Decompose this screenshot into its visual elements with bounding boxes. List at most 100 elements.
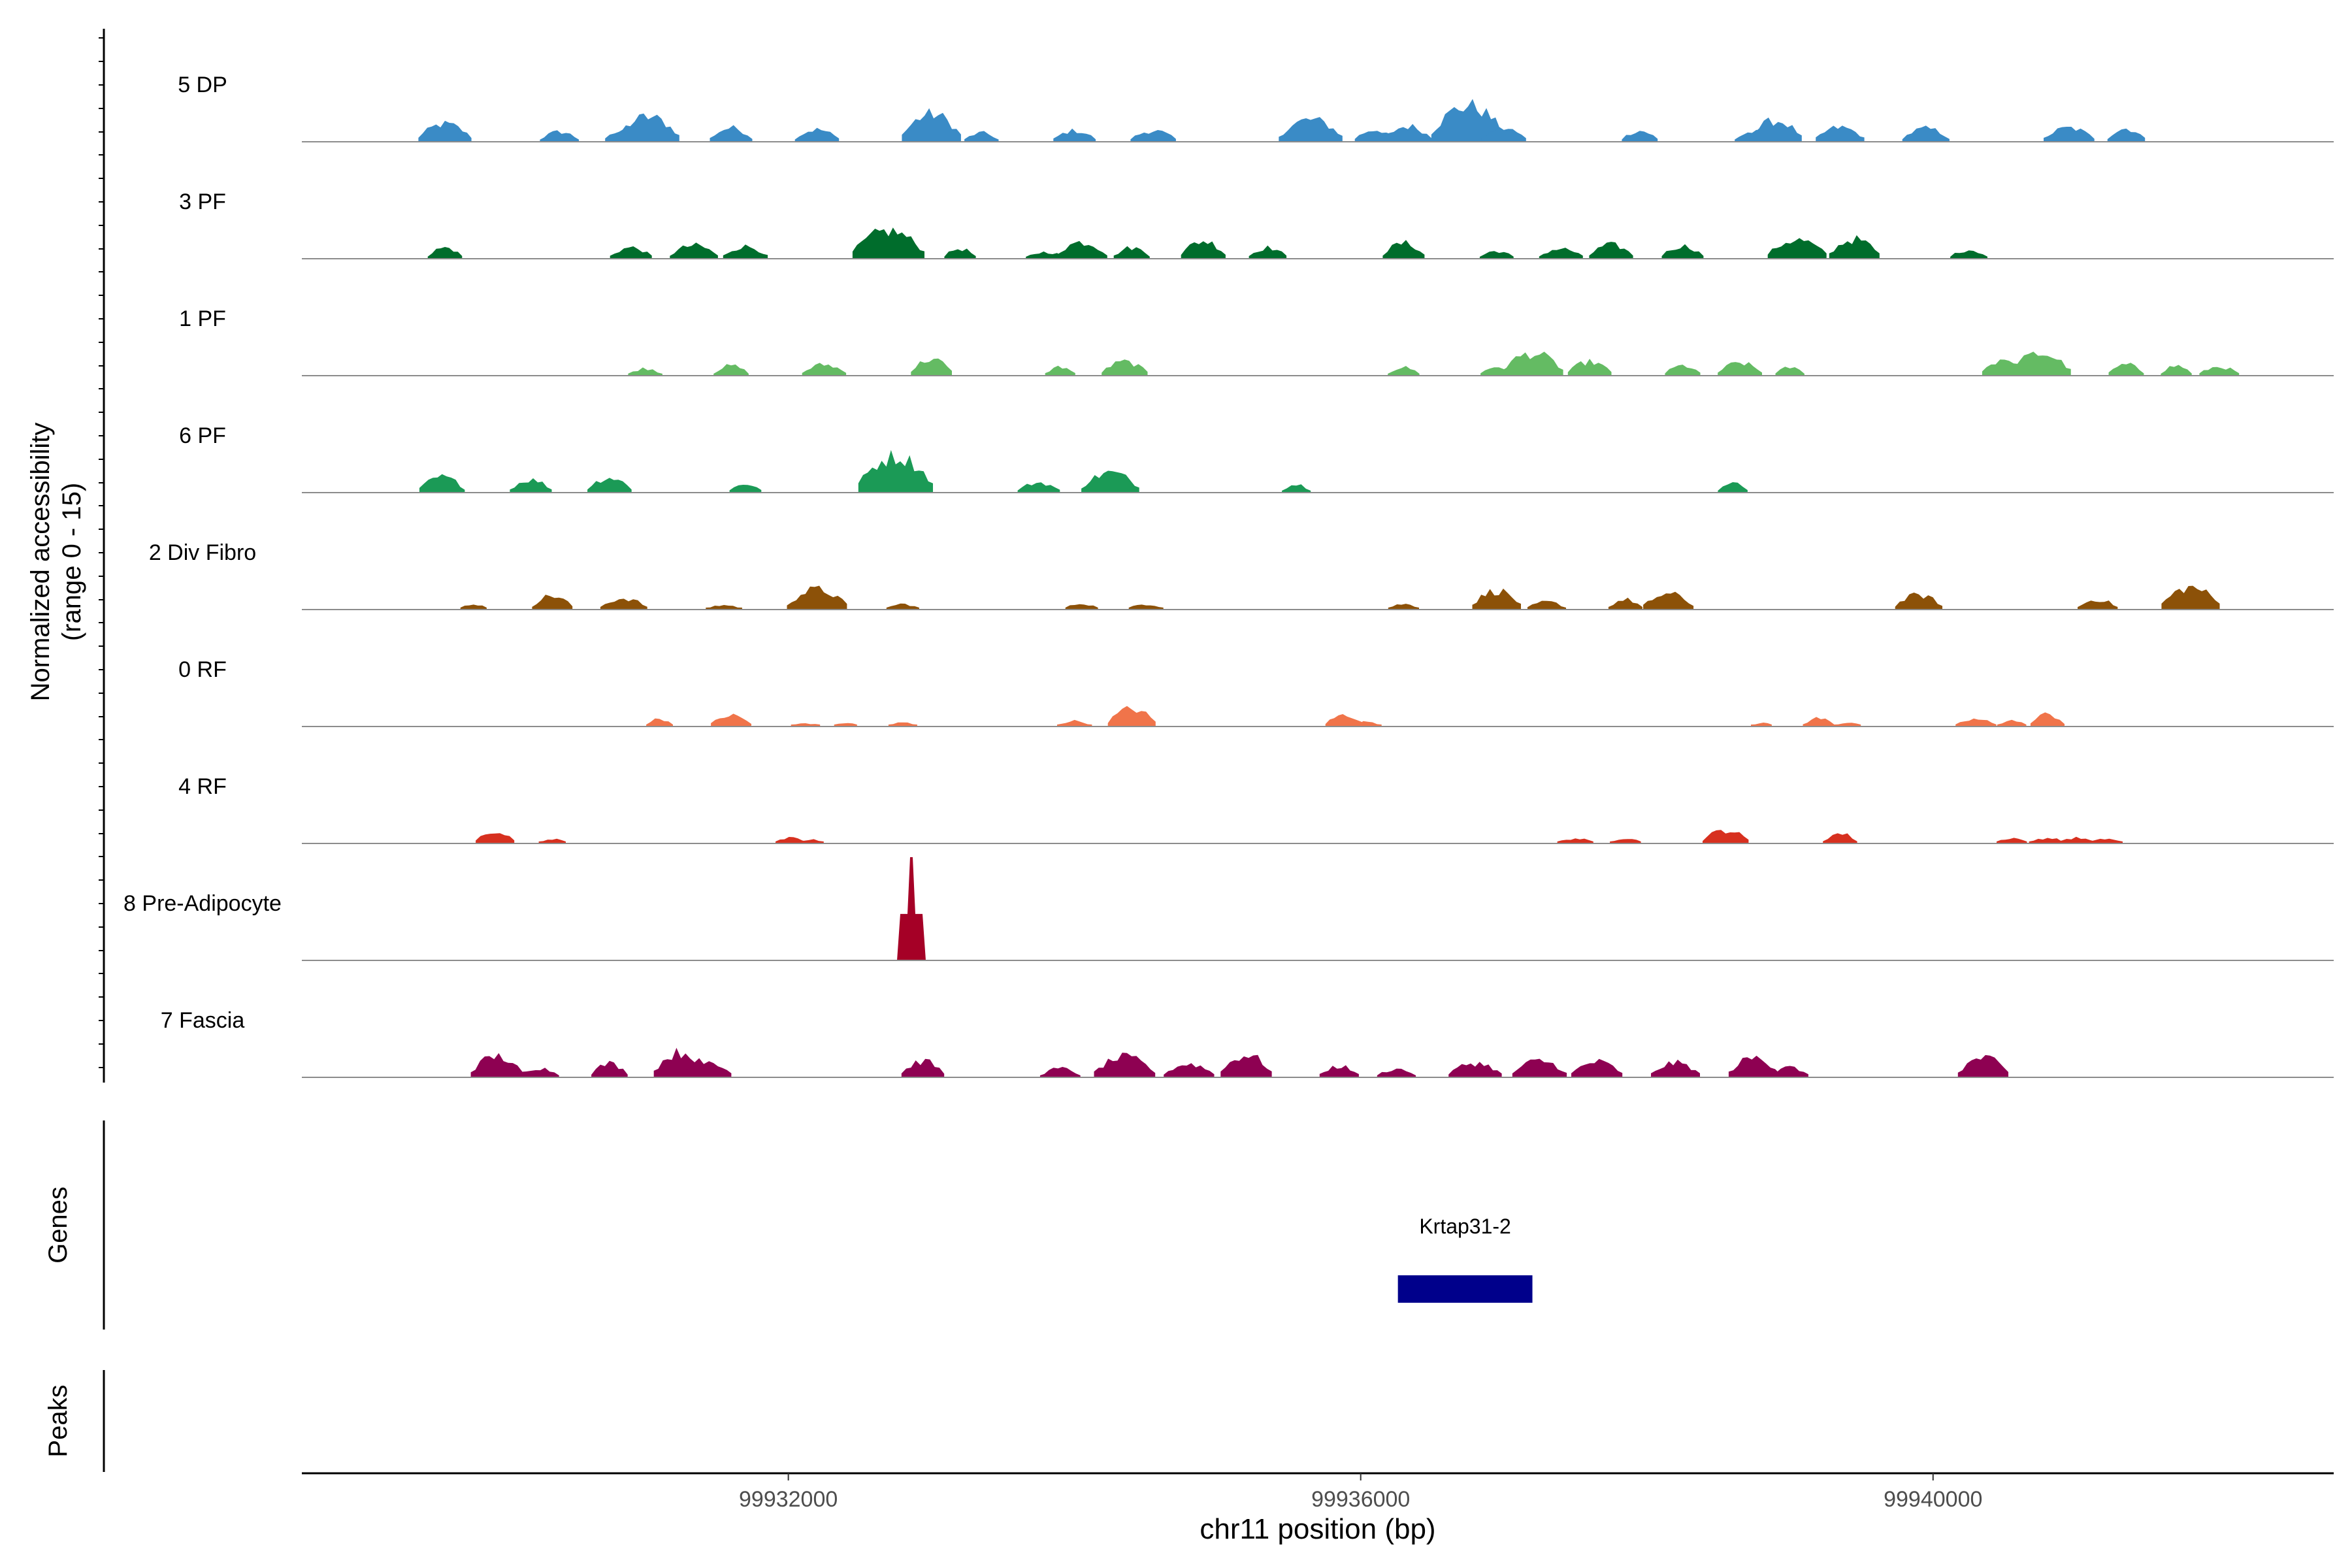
y-axis-title: Normalized accessibility (range 0 - 15) (26, 423, 86, 702)
coverage-peak (791, 723, 821, 727)
coverage-peak (1384, 123, 1432, 142)
track-label: 0 RF (178, 657, 227, 682)
coverage-peak (901, 1058, 945, 1077)
coverage-peak (2029, 838, 2066, 843)
coverage-peak (1895, 593, 1942, 610)
coverage-peak (1829, 235, 1880, 259)
coverage-peak (2030, 712, 2065, 727)
coverage-peak (1833, 723, 1861, 727)
coverage-peak (1354, 721, 1382, 727)
y-axis-ticks (99, 29, 105, 1083)
track-1: 3 PF (179, 189, 2334, 259)
coverage-peak (2108, 363, 2144, 376)
coverage-peak (1501, 351, 1563, 376)
track-label: 6 PF (179, 423, 226, 448)
coverage-peak (711, 713, 751, 727)
coverage-peak (1997, 719, 2027, 727)
coverage-peak (1056, 240, 1107, 259)
coverage-peak (2161, 585, 2220, 610)
coverage-peak (470, 1053, 523, 1077)
coverage-peak (670, 242, 718, 259)
x-axis-title: chr11 position (bp) (1200, 1513, 1435, 1545)
coverage-peak (1377, 1068, 1416, 1077)
coverage-peak (1481, 127, 1526, 142)
coverage-peak (1282, 484, 1311, 493)
coverage-peak (964, 131, 999, 142)
coverage-peak (886, 603, 919, 610)
coverage-peak (1567, 359, 1612, 376)
coverage-peak (1527, 600, 1566, 610)
coverage-peak (1220, 1054, 1272, 1077)
track-6: 4 RF (178, 774, 2334, 844)
track-label: 8 Pre-Adipocyte (123, 891, 282, 916)
track-label: 4 RF (178, 774, 227, 799)
coverage-peak (713, 364, 749, 376)
coverage-peak (1718, 362, 1762, 376)
gene-label: Krtap31-2 (1419, 1215, 1511, 1238)
coverage-peak (628, 367, 662, 376)
coverage-peak (1749, 117, 1802, 142)
x-tick-label: 99936000 (1311, 1487, 1410, 1512)
gene-body (1397, 1275, 1533, 1303)
track-4: 2 Div Fibro (149, 540, 2334, 610)
coverage-peak (610, 246, 652, 259)
coverage-peak (1107, 706, 1156, 727)
coverage-peak (1703, 830, 1749, 843)
coverage-peak (1997, 838, 2027, 843)
coverage-peak (682, 1061, 732, 1077)
coverage-peak (1102, 359, 1148, 376)
coverage-peak (1571, 1058, 1623, 1077)
coverage-peak (2078, 600, 2118, 610)
coverage-peak (852, 227, 924, 259)
coverage-peak (1279, 117, 1343, 142)
coverage-peak (834, 723, 857, 727)
peaks-panel-label: Peaks (44, 1384, 73, 1457)
coverage-peak (1448, 1062, 1502, 1077)
coverage-peak (1128, 604, 1164, 610)
track-0: 5 DP (178, 73, 2334, 142)
coverage-peak (911, 358, 952, 376)
coverage-peak (1057, 719, 1092, 727)
coverage-peak (787, 585, 847, 610)
coverage-peak (1823, 833, 1857, 843)
coverage-peak (460, 604, 487, 610)
coverage-peak (1181, 241, 1226, 259)
coverage-peak (1767, 238, 1827, 259)
coverage-peak (729, 485, 762, 493)
coverage-peak (1431, 99, 1505, 142)
track-label: 5 DP (178, 73, 227, 97)
coverage-peak (2087, 838, 2123, 843)
x-tick-label: 99940000 (1884, 1487, 1982, 1512)
coverage-peak (2044, 127, 2095, 142)
coverage-peak (1065, 604, 1098, 610)
coverage-peak (427, 247, 463, 259)
coverage-peak (587, 478, 632, 493)
coverage-peak (1651, 1059, 1700, 1077)
coverage-peak (2199, 367, 2240, 376)
coverage-peak (1382, 240, 1425, 259)
track-label: 1 PF (179, 306, 226, 331)
coverage-peak (2161, 365, 2192, 376)
coverage-peak (1728, 1055, 1780, 1077)
coverage-peak (1045, 365, 1075, 376)
coverage-peak (517, 1068, 559, 1077)
coverage-peak (2107, 128, 2146, 142)
x-axis: 99932000 99936000 99940000 (302, 1472, 2334, 1512)
coverage-peak (1512, 1058, 1567, 1077)
track-panel: 5 DP 3 PF 1 PF 6 PF 2 Div Fibro 0 RF 4 RF 8 Pre… (123, 73, 2334, 1078)
coverage-peak (510, 478, 552, 493)
coverage-peak (802, 363, 847, 376)
genes-panel-label: Genes (44, 1186, 73, 1264)
track-label: 3 PF (179, 189, 226, 214)
coverage-peak (591, 1060, 628, 1077)
coverage-peak (1039, 1067, 1081, 1077)
coverage-peak (1388, 366, 1420, 376)
coverage-peak (1472, 588, 1521, 610)
coverage-peak (476, 833, 515, 843)
coverage-peak (1950, 250, 1987, 259)
coverage-peak (858, 449, 933, 493)
coverage-peak (1017, 482, 1060, 493)
coverage-peak (1803, 717, 1835, 727)
coverage-peak (1113, 246, 1150, 259)
